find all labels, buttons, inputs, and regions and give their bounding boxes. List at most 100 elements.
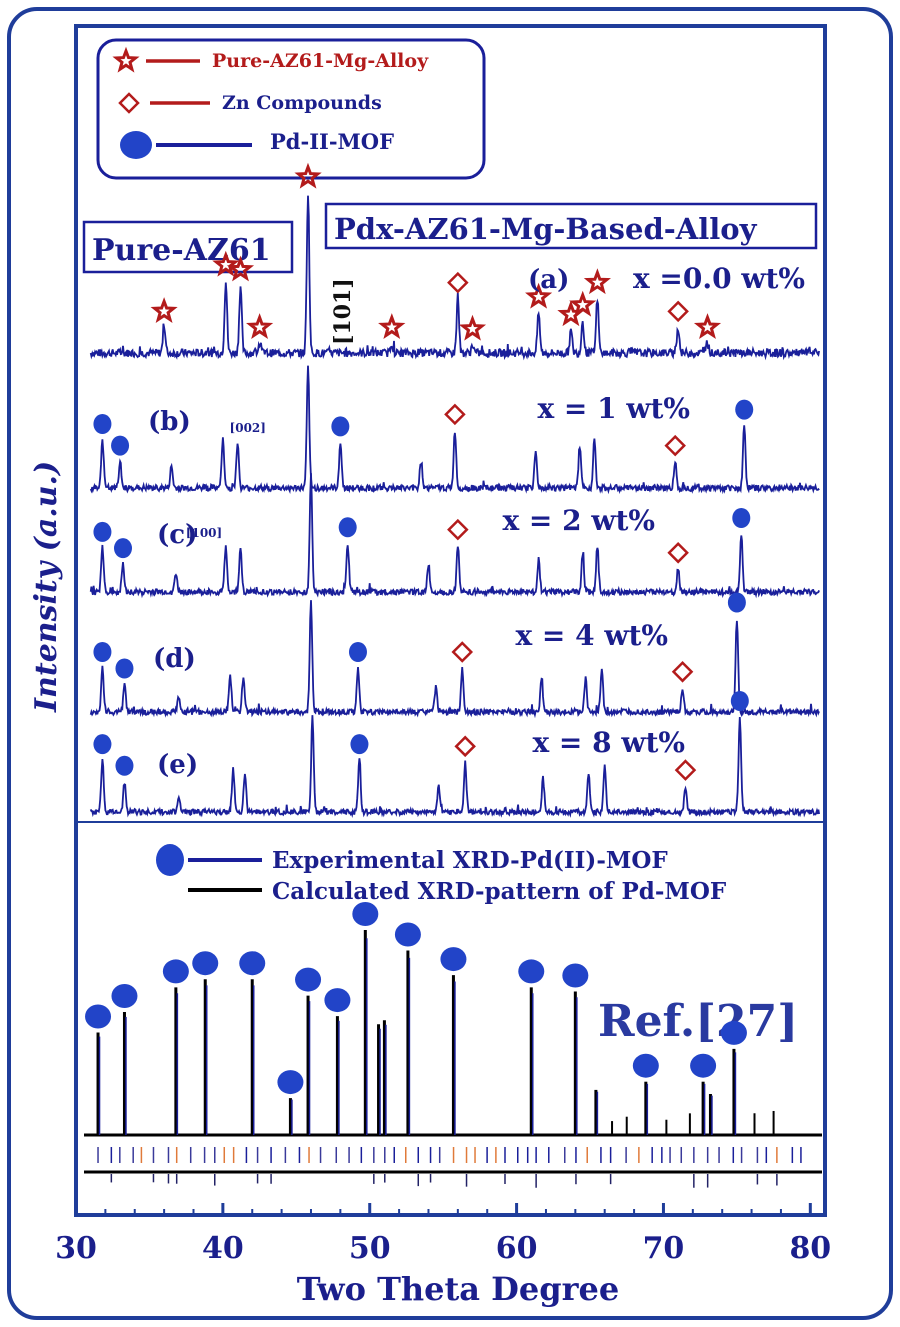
x-axis: 30 40 50 60 70 80 xyxy=(55,1203,831,1266)
ref-circle-marker xyxy=(277,1070,304,1095)
ref-circle-marker xyxy=(352,902,379,926)
star-marker xyxy=(693,313,722,339)
circle-marker xyxy=(730,690,749,711)
legend-circle-icon xyxy=(120,131,152,159)
ref-circle-marker xyxy=(562,963,589,988)
series-name: (c) xyxy=(157,520,197,550)
pure-az61-label: Pure-AZ61 xyxy=(92,233,271,268)
circle-marker xyxy=(111,435,130,456)
x-tick-label: 50 xyxy=(349,1231,391,1266)
series-layer: (a) x =0.0 wt% (b) x = 1 wt% (c) x = 2 wt% (d)… xyxy=(76,162,825,823)
circle-marker xyxy=(115,658,134,679)
plot-area xyxy=(74,24,827,1217)
legend-label-pdmof: Pd-II-MOF xyxy=(270,129,394,154)
top-legend: Pure-AZ61-Mg-Alloy Zn Compounds Pd-II-MO… xyxy=(96,38,486,180)
pattern-1: (b) x = 1 wt% xyxy=(89,365,820,495)
circle-marker xyxy=(350,734,369,755)
legend-diamond-icon xyxy=(118,92,140,114)
pattern-3: (d) x = 4 wt% xyxy=(89,592,820,719)
star-marker xyxy=(569,290,597,317)
series-composition: x =0.0 wt% xyxy=(633,262,805,295)
ref-circle-marker xyxy=(720,1020,747,1045)
star-marker xyxy=(246,313,274,339)
y-axis-label: Intensity (a.u.) xyxy=(29,461,64,713)
ref-circle-marker xyxy=(394,922,421,947)
miller-100: [100] xyxy=(186,526,222,540)
ref-circle-marker xyxy=(162,959,189,984)
miller-101: [101] xyxy=(330,278,356,345)
reference-legend: Experimental XRD-Pd(II)-MOF Calculated X… xyxy=(156,844,727,905)
series-name: (d) xyxy=(153,644,196,674)
pattern-4: (e) x = 8 wt% xyxy=(89,690,820,819)
ref-27-label: Ref.[27] xyxy=(598,996,798,1047)
star-marker xyxy=(378,313,406,340)
diamond-marker xyxy=(671,661,694,683)
ref-circle-marker xyxy=(518,959,545,984)
circle-marker xyxy=(735,399,754,420)
ref-circle-marker xyxy=(632,1053,659,1078)
outer-frame xyxy=(7,7,893,1320)
star-marker xyxy=(583,268,611,295)
x-tick-label: 70 xyxy=(643,1231,685,1266)
circle-marker xyxy=(113,538,132,559)
star-marker xyxy=(212,250,240,277)
pattern-line xyxy=(89,195,820,361)
circle-marker xyxy=(331,416,350,437)
diamond-marker xyxy=(667,300,689,323)
x-tick-label: 40 xyxy=(202,1231,244,1266)
series-composition: x = 2 wt% xyxy=(502,504,655,537)
x-axis-label: Two Theta Degree xyxy=(297,1270,619,1308)
circle-marker xyxy=(115,755,134,776)
reference-pattern xyxy=(84,902,822,1188)
ref-circle-marker xyxy=(690,1053,717,1078)
series-composition: x = 1 wt% xyxy=(537,392,690,425)
pure-label-box xyxy=(82,220,294,274)
legend-star-icon xyxy=(112,46,140,73)
ref-circle-marker xyxy=(111,984,138,1008)
series-name: (e) xyxy=(157,750,198,780)
diamond-marker xyxy=(451,641,474,663)
circle-marker xyxy=(338,517,357,538)
circle-marker xyxy=(732,508,751,528)
x-tick-label: 60 xyxy=(496,1231,538,1266)
ref-circle-marker xyxy=(85,1004,112,1029)
ref-circle-marker xyxy=(440,947,467,972)
ref-legend-circle xyxy=(156,844,184,876)
pattern-line xyxy=(89,715,820,819)
x-tick-label: 30 xyxy=(55,1231,97,1266)
diamond-marker xyxy=(454,735,476,758)
pattern-line xyxy=(89,600,820,719)
ref-circle-marker xyxy=(324,988,351,1013)
ref-circle-marker xyxy=(192,951,219,976)
diamond-marker xyxy=(667,542,689,564)
star-marker xyxy=(458,314,487,341)
pdx-label-box xyxy=(324,202,818,250)
diamond-marker xyxy=(444,403,466,426)
diamond-marker xyxy=(674,759,697,781)
pattern-line xyxy=(89,473,820,599)
x-tick-label: 80 xyxy=(789,1231,831,1266)
diamond-marker xyxy=(664,434,686,457)
circle-marker xyxy=(93,414,112,434)
series-name: (a) xyxy=(528,265,569,295)
ref-circle-marker xyxy=(295,967,322,992)
pattern-0: (a) x =0.0 wt% xyxy=(89,162,820,361)
star-marker xyxy=(294,162,322,189)
circle-marker xyxy=(348,642,367,662)
diamond-marker xyxy=(447,271,469,294)
series-name: (b) xyxy=(148,407,191,437)
circle-marker xyxy=(93,521,112,542)
circle-marker xyxy=(727,592,746,613)
legend-label-pure: Pure-AZ61-Mg-Alloy xyxy=(212,50,429,72)
star-marker xyxy=(150,297,178,323)
pattern-line xyxy=(89,365,820,495)
ref-circle-marker xyxy=(239,951,266,976)
series-composition: x = 4 wt% xyxy=(515,619,668,652)
pdx-alloy-label: Pdx-AZ61-Mg-Based-Alloy xyxy=(334,212,758,246)
legend-label-zn: Zn Compounds xyxy=(222,92,382,114)
diamond-marker xyxy=(447,518,469,541)
star-marker xyxy=(226,255,255,282)
ref-legend-exp: Experimental XRD-Pd(II)-MOF xyxy=(272,847,668,874)
pattern-2: (c) x = 2 wt% xyxy=(89,473,820,599)
